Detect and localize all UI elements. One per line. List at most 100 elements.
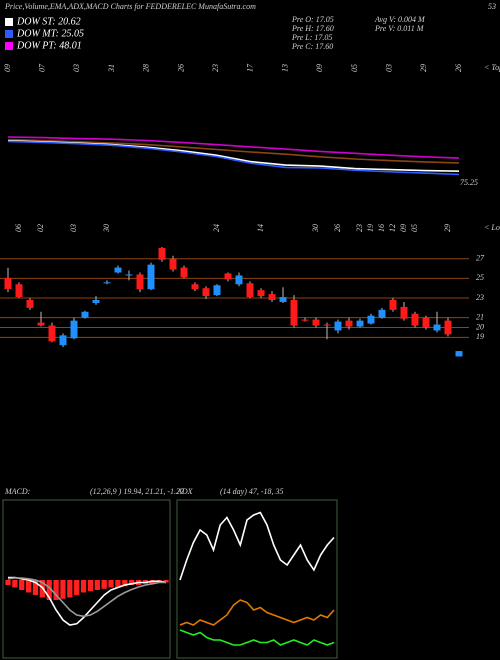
y-tick-label: 75.25 bbox=[460, 178, 478, 187]
histogram-bar bbox=[122, 580, 128, 587]
candle-body bbox=[37, 322, 45, 326]
x-tick-label: 23 bbox=[355, 224, 364, 232]
stat: Pre C: 17.60 bbox=[291, 42, 333, 51]
legend-label: DOW PT: 48.01 bbox=[16, 40, 82, 51]
x-tick-label: 05 bbox=[410, 224, 419, 232]
candle-body bbox=[246, 283, 254, 298]
candle-body bbox=[367, 315, 375, 324]
stat: Pre O: 17.05 bbox=[291, 15, 334, 24]
x-tick-label: 26 bbox=[176, 64, 185, 72]
panel-title: MACD: bbox=[4, 487, 31, 496]
candle-body bbox=[301, 319, 309, 321]
candle-body bbox=[444, 320, 452, 335]
x-tick-label: 03 bbox=[384, 64, 393, 72]
x-tick-label: 30 bbox=[311, 224, 320, 233]
candle-body bbox=[92, 300, 100, 303]
x-tick-label: 09 bbox=[315, 64, 324, 72]
histogram-bar bbox=[80, 580, 87, 593]
candle-body bbox=[268, 294, 276, 300]
line bbox=[8, 576, 167, 626]
x-tick-label: 07 bbox=[38, 63, 47, 72]
histogram-bar bbox=[5, 580, 11, 585]
candle-body bbox=[433, 324, 441, 331]
candle-body bbox=[81, 311, 89, 318]
line bbox=[7, 136, 460, 159]
candle-body bbox=[224, 273, 232, 280]
candle-body bbox=[235, 275, 243, 285]
stat: Pre H: 17.60 bbox=[291, 24, 334, 33]
candle-body bbox=[26, 300, 34, 308]
page-title: Price,Volume,EMA,ADX,MACD Charts for FED… bbox=[4, 2, 256, 11]
panel-subtitle: (12,26,9 ) 19.94, 21.21, -1.27 bbox=[90, 487, 185, 496]
legend-swatch bbox=[5, 42, 13, 50]
candle-body bbox=[279, 297, 287, 302]
x-tick-label: 30 bbox=[102, 224, 111, 233]
y-tick-label: 20 bbox=[476, 322, 484, 331]
candle-body bbox=[312, 319, 320, 326]
x-tick-label: 31 bbox=[107, 64, 116, 73]
line bbox=[7, 577, 166, 618]
line bbox=[7, 140, 460, 176]
panel-title: ADX bbox=[176, 487, 194, 496]
histogram-bar bbox=[67, 580, 73, 598]
x-tick-label: 02 bbox=[36, 224, 45, 232]
legend-swatch bbox=[5, 18, 13, 26]
line bbox=[7, 138, 460, 164]
candle-body bbox=[334, 321, 342, 331]
candle-body bbox=[422, 317, 430, 328]
candle-body bbox=[455, 351, 463, 357]
candle-body bbox=[411, 313, 419, 326]
x-tick-label: 29 bbox=[443, 224, 452, 232]
candle-body bbox=[15, 284, 23, 298]
candle-body bbox=[323, 324, 331, 326]
x-tick-label: 06 bbox=[14, 224, 23, 232]
histogram-bar bbox=[12, 580, 18, 588]
histogram-bar bbox=[25, 580, 32, 593]
histogram-bar bbox=[108, 580, 114, 588]
x-tick-label: 23 bbox=[211, 64, 220, 72]
histogram-bar bbox=[53, 580, 59, 600]
stat: Avg V: 0.004 M bbox=[374, 15, 426, 24]
y-tick-label: 19 bbox=[476, 332, 484, 341]
legend-label: DOW ST: 20.62 bbox=[16, 16, 81, 27]
candle-body bbox=[356, 320, 364, 327]
x-tick-label: 12 bbox=[388, 224, 397, 232]
candle-body bbox=[125, 274, 133, 276]
candle-body bbox=[70, 320, 78, 339]
candle-body bbox=[290, 300, 298, 326]
candle-body bbox=[389, 300, 397, 310]
candle-body bbox=[191, 284, 199, 290]
panel-subtitle: (14 day) 47, -18, 35 bbox=[220, 487, 284, 496]
candle-body bbox=[114, 267, 122, 273]
candle-body bbox=[103, 282, 111, 284]
candle-body bbox=[202, 288, 210, 297]
candle-body bbox=[378, 309, 386, 318]
adx-frame bbox=[176, 499, 338, 659]
candle-body bbox=[48, 325, 56, 342]
line bbox=[179, 511, 335, 581]
candle-body bbox=[400, 306, 408, 319]
histogram-bar bbox=[19, 580, 25, 590]
x-tick-label: 05 bbox=[350, 64, 359, 72]
stat: Pre L: 17.05 bbox=[291, 33, 332, 42]
annotation: < Tops bbox=[484, 63, 500, 72]
x-tick-label: 16 bbox=[377, 224, 386, 232]
y-tick-label: 25 bbox=[476, 273, 484, 282]
candle-body bbox=[4, 277, 12, 289]
candle-body bbox=[158, 247, 166, 260]
corner-value: 53 bbox=[488, 2, 496, 11]
macd-frame bbox=[2, 499, 171, 659]
legend-label: DOW MT: 25.05 bbox=[16, 28, 84, 39]
candle-body bbox=[180, 267, 188, 278]
x-tick-label: 03 bbox=[72, 64, 81, 72]
histogram-bar bbox=[163, 580, 169, 583]
histogram-bar bbox=[94, 580, 100, 590]
candle-body bbox=[147, 264, 155, 290]
annotation: < Lows bbox=[484, 223, 500, 232]
y-tick-label: 21 bbox=[476, 313, 484, 322]
candle-body bbox=[213, 285, 221, 296]
candle-body bbox=[169, 258, 177, 270]
histogram-bar bbox=[74, 580, 80, 595]
histogram-bar bbox=[101, 580, 107, 589]
line bbox=[179, 599, 335, 626]
